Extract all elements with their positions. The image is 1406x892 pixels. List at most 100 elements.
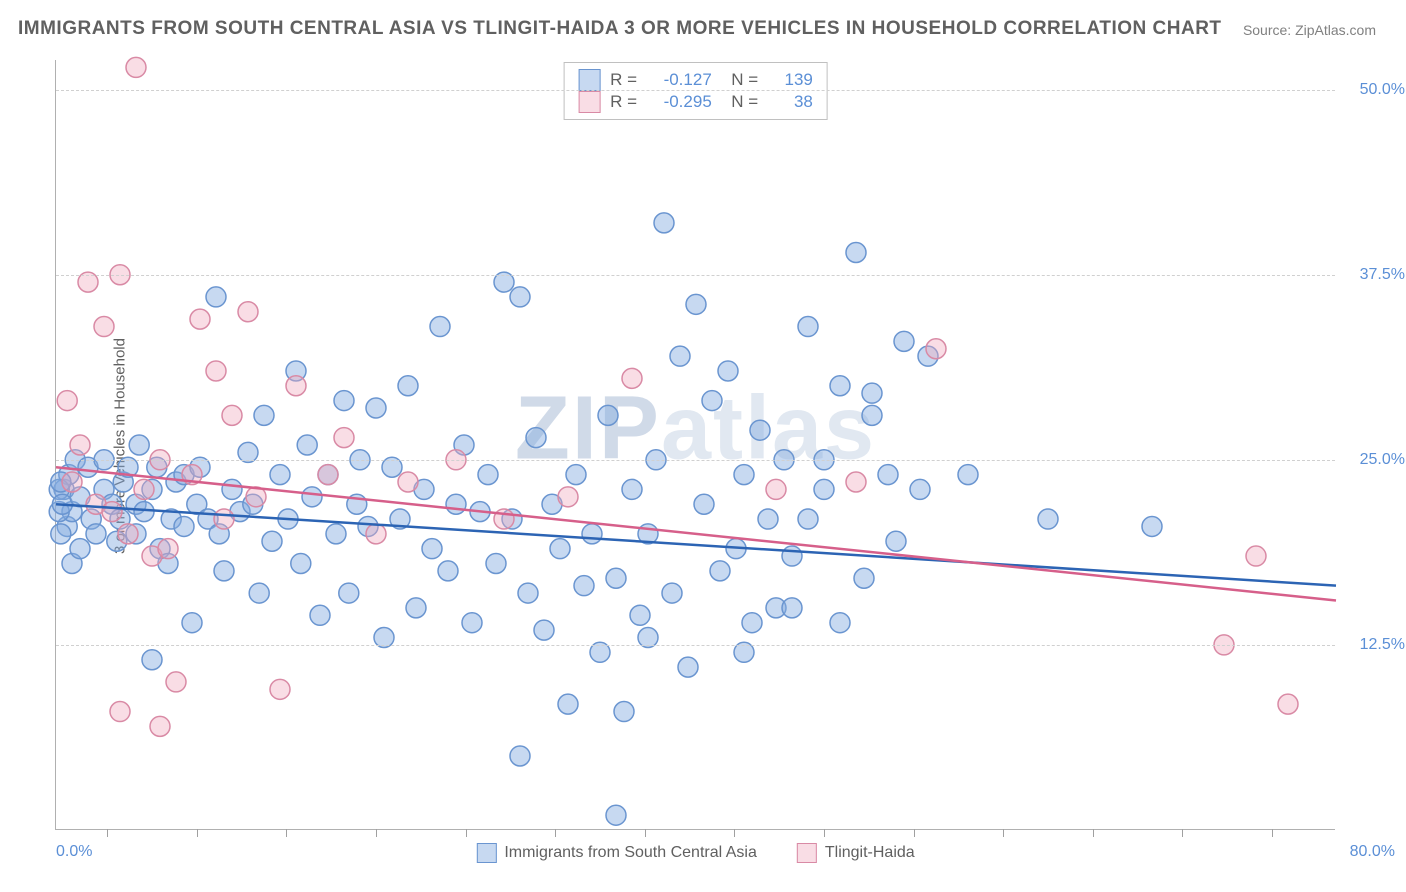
scatter-point — [510, 746, 530, 766]
scatter-point — [582, 524, 602, 544]
scatter-point — [206, 361, 226, 381]
legend-label-series-1: Immigrants from South Central Asia — [504, 844, 757, 862]
scatter-point — [622, 368, 642, 388]
scatter-point — [86, 524, 106, 544]
scatter-point — [270, 465, 290, 485]
scatter-point — [830, 376, 850, 396]
scatter-point — [606, 568, 626, 588]
x-tick-mark — [1182, 829, 1183, 837]
scatter-point — [158, 539, 178, 559]
scatter-point — [550, 539, 570, 559]
scatter-point — [710, 561, 730, 581]
scatter-point — [70, 435, 90, 455]
scatter-point — [430, 317, 450, 337]
x-tick-mark — [555, 829, 556, 837]
x-tick-mark — [466, 829, 467, 837]
scatter-point — [878, 465, 898, 485]
scatter-point — [910, 479, 930, 499]
x-tick-mark — [914, 829, 915, 837]
scatter-point — [110, 702, 130, 722]
legend-item-series-1: Immigrants from South Central Asia — [476, 843, 757, 863]
scatter-point — [214, 509, 234, 529]
scatter-svg — [56, 60, 1336, 830]
scatter-point — [129, 435, 149, 455]
scatter-point — [862, 383, 882, 403]
gridline — [56, 645, 1335, 646]
trend-line — [56, 504, 1336, 585]
scatter-point — [398, 376, 418, 396]
scatter-point — [558, 694, 578, 714]
scatter-point — [118, 524, 138, 544]
scatter-point — [406, 598, 426, 618]
scatter-point — [302, 487, 322, 507]
scatter-point — [1278, 694, 1298, 714]
scatter-point — [654, 213, 674, 233]
scatter-point — [886, 531, 906, 551]
scatter-point — [702, 391, 722, 411]
scatter-point — [750, 420, 770, 440]
source-attribution: Source: ZipAtlas.com — [1243, 22, 1376, 38]
scatter-point — [846, 243, 866, 263]
scatter-point — [894, 331, 914, 351]
x-tick-mark — [286, 829, 287, 837]
scatter-point — [126, 57, 146, 77]
scatter-point — [166, 672, 186, 692]
scatter-point — [366, 398, 386, 418]
scatter-point — [102, 502, 122, 522]
series-legend: Immigrants from South Central Asia Tling… — [476, 843, 914, 863]
scatter-point — [670, 346, 690, 366]
gridline — [56, 275, 1335, 276]
trend-line — [56, 467, 1336, 600]
scatter-point — [182, 613, 202, 633]
x-tick-mark — [1093, 829, 1094, 837]
scatter-point — [94, 317, 114, 337]
scatter-point — [51, 524, 71, 544]
scatter-point — [526, 428, 546, 448]
x-tick-mark — [197, 829, 198, 837]
x-tick-mark — [824, 829, 825, 837]
scatter-point — [334, 391, 354, 411]
scatter-point — [297, 435, 317, 455]
x-tick-min: 0.0% — [56, 843, 92, 861]
scatter-point — [782, 598, 802, 618]
scatter-point — [614, 702, 634, 722]
scatter-point — [446, 494, 466, 514]
scatter-point — [62, 472, 82, 492]
scatter-point — [142, 650, 162, 670]
scatter-point — [438, 561, 458, 581]
legend-swatch-series-1 — [476, 843, 496, 863]
scatter-point — [318, 465, 338, 485]
scatter-point — [291, 553, 311, 573]
scatter-point — [558, 487, 578, 507]
scatter-point — [70, 539, 90, 559]
x-tick-mark — [1003, 829, 1004, 837]
scatter-point — [574, 576, 594, 596]
scatter-point — [742, 613, 762, 633]
x-tick-mark — [645, 829, 646, 837]
gridline — [56, 460, 1335, 461]
scatter-point — [310, 605, 330, 625]
scatter-point — [1142, 516, 1162, 536]
scatter-point — [174, 516, 194, 536]
scatter-point — [134, 479, 154, 499]
scatter-point — [1038, 509, 1058, 529]
chart-container: IMMIGRANTS FROM SOUTH CENTRAL ASIA VS TL… — [0, 0, 1406, 892]
legend-item-series-2: Tlingit-Haida — [797, 843, 915, 863]
x-tick-mark — [376, 829, 377, 837]
scatter-point — [462, 613, 482, 633]
scatter-point — [798, 317, 818, 337]
scatter-point — [222, 405, 242, 425]
x-tick-mark — [107, 829, 108, 837]
scatter-point — [486, 553, 506, 573]
scatter-point — [254, 405, 274, 425]
scatter-point — [846, 472, 866, 492]
scatter-point — [190, 309, 210, 329]
x-tick-mark — [1272, 829, 1273, 837]
scatter-point — [566, 465, 586, 485]
plot-region: ZIPatlas R = -0.127 N = 139 R = -0.295 N… — [55, 60, 1335, 830]
x-tick-max: 80.0% — [1350, 843, 1395, 861]
scatter-point — [270, 679, 290, 699]
y-tick-label: 25.0% — [1360, 451, 1405, 469]
scatter-point — [366, 524, 386, 544]
scatter-point — [326, 524, 346, 544]
